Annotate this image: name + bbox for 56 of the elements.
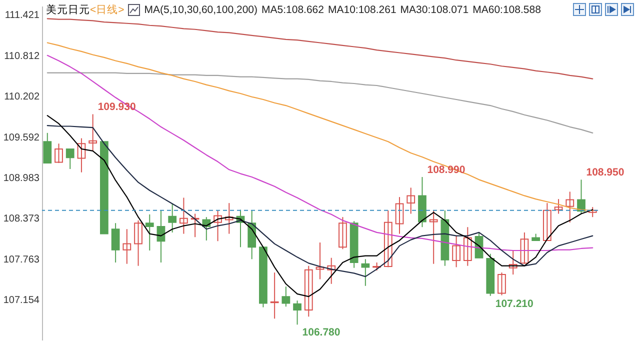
y-tick-label: 109.592 <box>3 132 40 144</box>
candlestick <box>508 250 518 276</box>
candlestick <box>316 242 324 280</box>
candlestick <box>145 214 154 251</box>
y-tick-label: 108.983 <box>3 172 40 184</box>
candlestick <box>88 114 98 152</box>
annotation: MA5:108.662 <box>262 4 324 16</box>
candlestick <box>66 148 74 170</box>
candlestick <box>111 222 120 264</box>
text: 106.780 <box>302 326 340 339</box>
candlestick <box>395 196 404 234</box>
candlestick <box>168 203 177 233</box>
candlestick <box>498 272 506 296</box>
chart-title: 美元日元 <box>46 4 90 16</box>
candlestick <box>180 197 188 234</box>
candlestick <box>566 191 574 223</box>
annotation: MA30:108.071 <box>400 4 469 16</box>
candlestick <box>463 226 472 266</box>
candlestick <box>384 210 392 268</box>
candlestick <box>282 286 290 308</box>
annotation: MA60:108.588 <box>472 4 541 16</box>
candlestick <box>214 210 222 242</box>
candlestick <box>224 202 234 234</box>
candlestick <box>43 132 52 164</box>
candlestick <box>190 213 200 238</box>
text: 108.950 <box>586 166 624 179</box>
y-tick-label: 110.812 <box>4 50 40 62</box>
candlestick <box>134 220 142 266</box>
annotation: MA(5,10,30,60,100,200) <box>144 4 258 16</box>
candlestick <box>588 206 597 218</box>
y-tick-label: 108.373 <box>3 214 40 225</box>
candlestick <box>452 235 460 268</box>
candlestick <box>406 187 416 214</box>
candlestick <box>122 228 132 264</box>
candlestick <box>520 232 529 264</box>
candlestick <box>361 258 370 286</box>
y-tick-label: 111.421 <box>4 10 40 22</box>
y-tick-label: 107.154 <box>3 295 40 306</box>
text: 107.210 <box>495 298 534 310</box>
candlestick <box>293 300 302 326</box>
line-series <box>46 72 594 134</box>
line-series <box>46 18 594 80</box>
y-tick-label: 107.763 <box>3 254 40 266</box>
candlestick <box>338 216 347 250</box>
candlestick <box>54 143 63 164</box>
candlestick <box>554 198 563 214</box>
candlestick <box>304 265 313 318</box>
candlestick <box>577 179 586 214</box>
candlestick <box>270 272 279 320</box>
candlestick <box>429 210 438 264</box>
candlestick <box>542 202 552 241</box>
y-tick-label: 110.202 <box>4 92 40 103</box>
candlestick <box>77 138 86 173</box>
candlestick <box>327 257 336 284</box>
annotation: MA10:108.261 <box>328 4 396 16</box>
chart-subtitle: <日线> <box>90 4 124 16</box>
